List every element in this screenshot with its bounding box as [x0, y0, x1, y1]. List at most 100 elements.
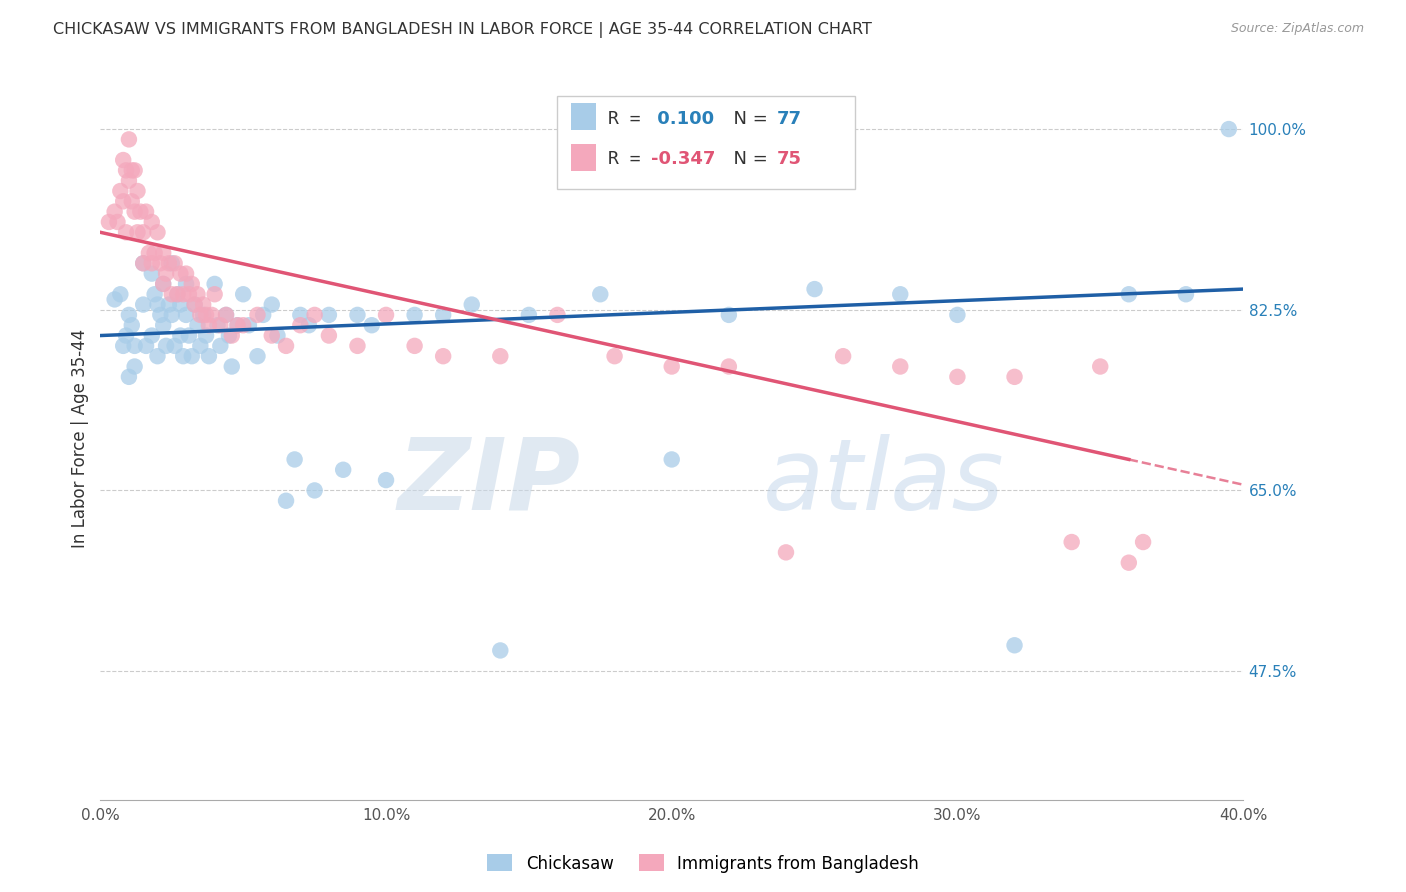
Point — [112, 194, 135, 209]
Text: R =: R = — [607, 110, 651, 128]
Point — [889, 287, 911, 301]
Point — [107, 215, 129, 229]
Text: N =: N = — [723, 110, 773, 128]
Point — [238, 318, 260, 333]
Point — [198, 318, 221, 333]
Point — [193, 297, 215, 311]
Point — [195, 308, 218, 322]
Point — [118, 174, 141, 188]
Point — [290, 318, 312, 333]
Point — [489, 349, 512, 363]
Point — [375, 308, 398, 322]
Point — [209, 339, 232, 353]
Point — [290, 308, 312, 322]
Point — [138, 246, 160, 260]
Point — [221, 359, 243, 374]
Point — [260, 328, 283, 343]
Point — [318, 328, 340, 343]
Point — [115, 163, 138, 178]
Point — [132, 297, 155, 311]
Point — [110, 184, 132, 198]
Point — [186, 287, 208, 301]
Point — [946, 369, 969, 384]
Point — [1118, 556, 1140, 570]
Point — [112, 153, 135, 167]
Legend: Chickasaw, Immigrants from Bangladesh: Chickasaw, Immigrants from Bangladesh — [481, 847, 925, 880]
Point — [127, 225, 149, 239]
Point — [160, 287, 183, 301]
Point — [152, 277, 174, 291]
Point — [129, 204, 152, 219]
Point — [346, 339, 368, 353]
Point — [318, 308, 340, 322]
Point — [135, 339, 157, 353]
Point — [174, 277, 197, 291]
Point — [589, 287, 612, 301]
Point — [121, 194, 143, 209]
Point — [141, 256, 163, 270]
Point — [1090, 359, 1112, 374]
Text: -0.347: -0.347 — [651, 150, 716, 168]
Point — [717, 359, 740, 374]
Point — [132, 225, 155, 239]
Point — [360, 318, 382, 333]
Point — [375, 473, 398, 487]
Point — [432, 308, 454, 322]
Point — [207, 318, 229, 333]
Point — [489, 643, 512, 657]
Point — [124, 339, 146, 353]
Point — [404, 308, 426, 322]
Point — [169, 267, 191, 281]
Point — [183, 297, 205, 311]
Point — [304, 483, 326, 498]
Point — [115, 328, 138, 343]
Point — [155, 339, 177, 353]
Point — [661, 359, 683, 374]
Point — [221, 328, 243, 343]
Point — [215, 308, 238, 322]
Point — [152, 318, 174, 333]
Point — [717, 308, 740, 322]
Point — [149, 256, 172, 270]
Point — [232, 318, 254, 333]
Point — [517, 308, 540, 322]
Point — [157, 256, 180, 270]
Point — [124, 163, 146, 178]
Point — [404, 339, 426, 353]
Point — [284, 452, 307, 467]
Point — [546, 308, 568, 322]
Point — [174, 308, 197, 322]
Point — [152, 277, 174, 291]
Point — [141, 267, 163, 281]
Point — [274, 493, 297, 508]
Text: N =: N = — [723, 150, 773, 168]
Point — [97, 215, 120, 229]
Text: 75: 75 — [778, 150, 801, 168]
Point — [146, 349, 169, 363]
Point — [226, 318, 249, 333]
Point — [180, 349, 202, 363]
Point — [661, 452, 683, 467]
Point — [180, 277, 202, 291]
Point — [163, 256, 186, 270]
Point — [215, 308, 238, 322]
Point — [1174, 287, 1197, 301]
Point — [174, 267, 197, 281]
Point — [160, 256, 183, 270]
Point — [1004, 638, 1026, 652]
Point — [603, 349, 626, 363]
Point — [169, 328, 191, 343]
Point — [121, 163, 143, 178]
Text: ZIP: ZIP — [398, 434, 581, 531]
Point — [124, 359, 146, 374]
Point — [141, 328, 163, 343]
Point — [163, 339, 186, 353]
Point — [195, 328, 218, 343]
Point — [149, 308, 172, 322]
Point — [260, 297, 283, 311]
Point — [1004, 369, 1026, 384]
Point — [152, 246, 174, 260]
Point — [155, 267, 177, 281]
Point — [169, 297, 191, 311]
Point — [832, 349, 855, 363]
